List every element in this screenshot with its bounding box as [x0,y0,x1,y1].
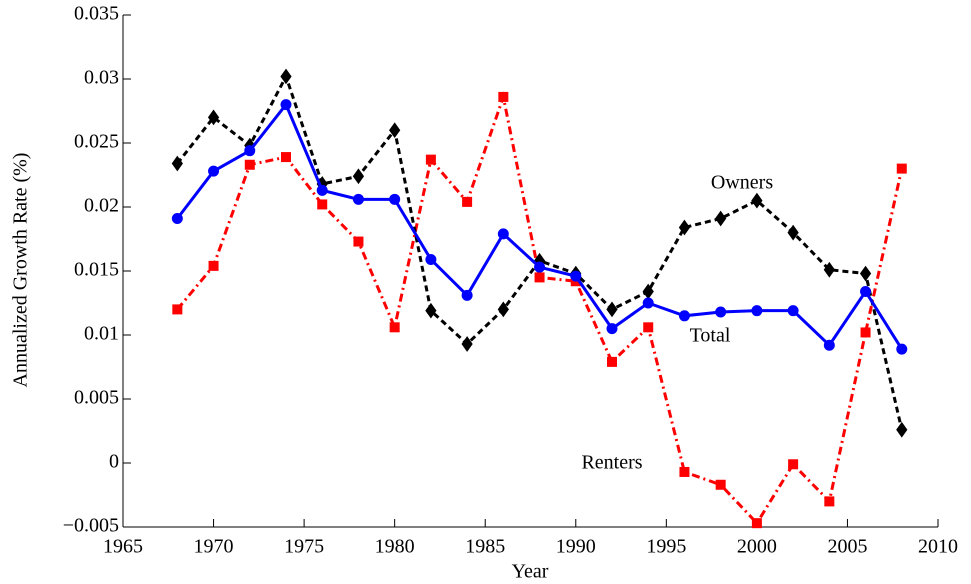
marker [788,459,799,470]
marker [606,301,618,318]
marker [171,213,183,225]
marker [316,184,328,196]
marker [461,336,473,352]
marker [787,305,799,317]
marker [715,210,727,227]
series-line [176,91,904,526]
annotation: Renters [581,452,642,474]
x-axis-label: Year [512,561,549,583]
y-tick-label: 0.03 [84,67,119,89]
y-tick-label: −0.005 [63,515,119,537]
marker [497,228,509,240]
marker [281,152,291,163]
x-tick-label: 1965 [103,536,143,558]
marker [353,236,364,247]
marker [860,327,871,338]
marker [171,155,183,172]
marker [896,421,908,438]
y-tick-label: 0.015 [74,259,119,281]
marker [534,272,545,283]
marker [859,265,872,282]
marker [317,199,328,210]
annotation: Total [690,325,731,347]
marker [751,192,763,209]
marker [642,297,654,309]
marker [823,261,835,278]
marker [280,68,292,85]
marker [244,159,255,170]
marker [823,339,835,351]
y-tick-label: 0.035 [74,3,119,25]
y-tick-label: 0.01 [84,323,119,345]
marker [280,99,292,111]
y-tick-label: 0.025 [74,131,119,153]
y-tick-label: 0.005 [74,387,119,409]
marker [172,304,183,315]
marker [534,261,546,273]
x-tick-label: 1970 [194,536,234,558]
marker [570,270,582,282]
marker [425,253,437,265]
y-tick-label: 0 [109,451,119,473]
x-tick-label: 1990 [556,536,596,558]
y-axis-label: Annualized Growth Rate (%) [10,153,32,388]
x-tick-label: 2010 [918,536,958,558]
marker [678,219,691,236]
x-tick-label: 2005 [827,536,867,558]
marker [425,302,437,319]
marker [607,356,617,367]
marker [389,122,401,139]
marker [389,193,401,205]
x-tick-label: 1995 [646,536,686,558]
y-tick-label: 0.02 [84,195,119,217]
marker [751,518,762,529]
marker [678,310,690,322]
x-tick-label: 1980 [375,536,415,558]
marker [787,224,799,241]
marker [715,306,727,318]
marker [352,168,365,185]
marker [498,91,509,102]
marker [715,479,726,490]
marker [208,260,219,271]
marker [606,323,618,335]
marker [207,109,220,126]
annotation: Owners [711,172,773,194]
marker [352,193,364,205]
marker [425,154,436,165]
marker [244,145,256,157]
marker [679,466,690,477]
marker [824,496,835,507]
marker [462,196,473,207]
marker [643,322,654,333]
x-tick-label: 1975 [284,536,324,558]
marker [461,289,473,301]
x-tick-label: 1985 [465,536,505,558]
x-tick-label: 2000 [737,536,777,558]
marker [896,343,908,355]
marker [208,165,220,177]
marker [896,163,907,174]
marker [389,322,400,333]
marker [751,305,763,317]
marker [497,301,509,318]
marker [860,285,872,297]
